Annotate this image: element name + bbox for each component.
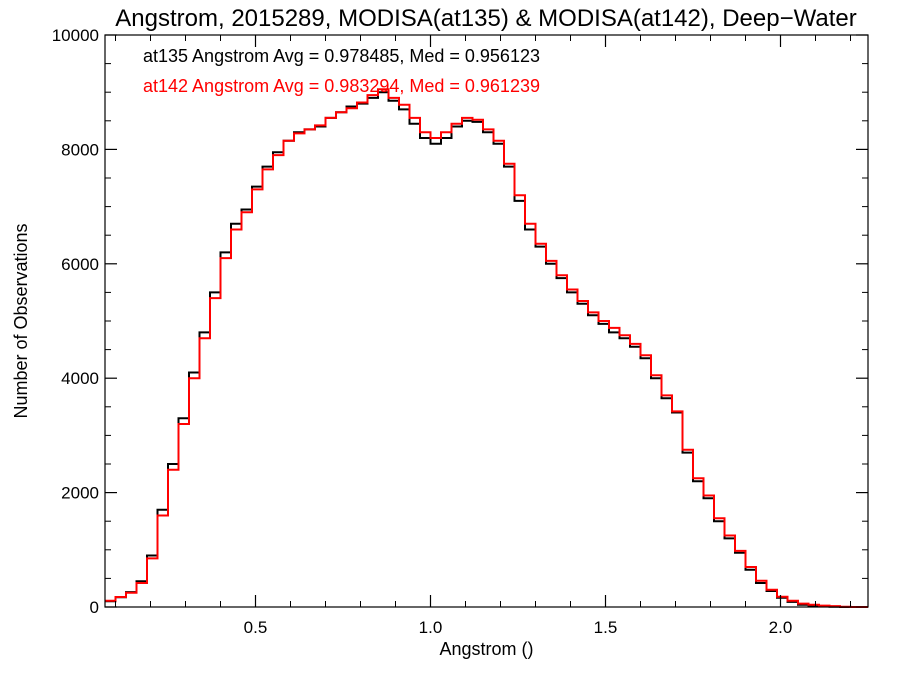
x-tick-label: 0.5 [244, 618, 268, 637]
y-axis: 0 2000 4000 6000 8000 10000 [52, 26, 868, 617]
y-tick-label: 0 [90, 598, 99, 617]
x-tick-label: 2.0 [769, 618, 793, 637]
annotations: at135 Angstrom Avg = 0.978485, Med = 0.9… [143, 46, 540, 96]
y-axis-label: Number of Observations [11, 223, 31, 418]
series-layer [105, 88, 868, 608]
y-tick-label: 4000 [61, 369, 99, 388]
plot-frame [104, 34, 869, 608]
y-tick-label: 6000 [61, 255, 99, 274]
x-tick-label: 1.0 [419, 618, 443, 637]
x-tick-label: 1.5 [594, 618, 618, 637]
series-line-1 [105, 88, 868, 608]
series-line-0 [105, 91, 868, 608]
annotation-0: at135 Angstrom Avg = 0.978485, Med = 0.9… [143, 46, 540, 66]
annotation-1: at142 Angstrom Avg = 0.983294, Med = 0.9… [143, 76, 540, 96]
x-axis: 0.5 1.0 1.5 2.0 [115, 35, 851, 637]
y-tick-label: 10000 [52, 26, 99, 45]
y-tick-label: 8000 [61, 140, 99, 159]
x-axis-label: Angstrom () [439, 639, 533, 659]
chart-title: Angstrom, 2015289, MODISA(at135) & MODIS… [115, 5, 856, 32]
y-tick-label: 2000 [61, 484, 99, 503]
